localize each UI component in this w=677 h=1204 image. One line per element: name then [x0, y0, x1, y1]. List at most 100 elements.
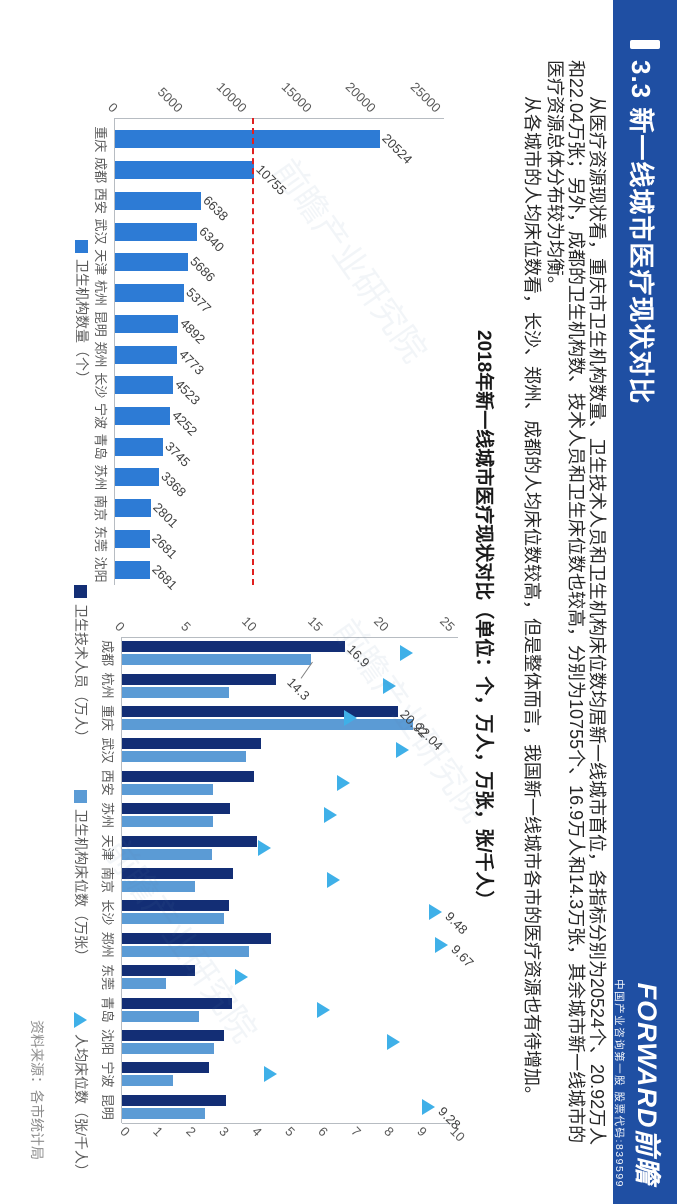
chart1-y-tick-label: 5000: [154, 84, 186, 116]
chart1-value-label: 10755: [253, 161, 290, 198]
chart2-bar-beds: [122, 848, 212, 860]
chart2-city-label: 青岛: [100, 996, 115, 1023]
brand-tagline: 中国产业咨询第一股 股票代码:839599: [613, 979, 625, 1188]
body-paragraph-1: 从医疗资源现状看，重庆市卫生机构数量、卫生技术人员和卫生机构床位数均居新一线城市…: [545, 60, 607, 1146]
legend-swatch-beds: [74, 790, 88, 803]
chart1-city-label: 南京: [93, 495, 108, 522]
source-note: 资料来源：各市统计局: [29, 1020, 45, 1160]
figure-title: 2018年新一线城市医疗现状对比（单位：个，万人，万张，张/千人）: [473, 330, 494, 910]
body-paragraph-2: 从各城市的人均床位数看，长沙、郑州、成都的人均床位数较高，但是整体而言，我国新一…: [522, 96, 542, 1104]
chart1-value-label: 4252: [169, 407, 201, 439]
chart2-triangle: [317, 1001, 331, 1018]
chart2-bar-beds: [122, 945, 249, 957]
chart1-y-tick-label: 0: [105, 99, 121, 116]
chart2-left-axis-line: [122, 637, 458, 638]
chart1-bar: [115, 499, 152, 518]
chart1-value-label: 2681: [148, 530, 180, 562]
chart2-right-tick-label: 2: [183, 1123, 199, 1140]
chart2-right-tick-label: 1: [150, 1123, 166, 1140]
chart1-bar: [115, 161, 254, 180]
chart2-bar-staff: [122, 1030, 224, 1041]
chart1-y-tick-label: 25000: [407, 79, 444, 116]
chart2-right-tick-label: 3: [216, 1123, 232, 1140]
chart1-bar: [115, 560, 150, 579]
chart2-bar-staff: [122, 835, 257, 847]
chart1-value-label: 20524: [379, 131, 416, 168]
chart1-city-label: 青岛: [93, 433, 108, 460]
chart2-bar-staff: [122, 900, 229, 912]
chart2-right-tick-label: 9: [414, 1123, 430, 1140]
chart2-bar-staff: [122, 770, 254, 782]
chart2-bar-beds: [122, 1107, 206, 1119]
chart2-triangle: [399, 645, 413, 662]
chart2-city-label: 郑州: [100, 931, 115, 958]
chart2-bar-beds: [122, 719, 413, 730]
chart1-bar: [115, 130, 381, 149]
chart1-city-label: 昆明: [93, 310, 108, 337]
chart2-bar-staff: [122, 965, 195, 977]
brand-logo: FORWARD前瞻 中国产业咨询第一股 股票代码:839599: [612, 979, 669, 1188]
chart2-right-tick-label: 7: [348, 1123, 364, 1140]
chart2-city-label: 西安: [100, 769, 115, 796]
chart2-bar-staff: [122, 1062, 210, 1074]
chart2-bar-beds: [122, 816, 214, 828]
chart2-city-label: 南京: [100, 866, 115, 893]
chart2-bar-staff: [122, 932, 272, 944]
chart1-value-label: 3745: [162, 438, 194, 470]
chart1-value-label: 2801: [150, 499, 182, 531]
chart2-triangle: [396, 742, 410, 759]
chart2-bar-staff: [122, 803, 231, 815]
chart2-triangle: [257, 839, 271, 856]
chart1-y-tick-label: 15000: [278, 79, 315, 116]
chart1-bar: [115, 468, 159, 487]
chart1-value-label: 6638: [199, 192, 232, 224]
header-band: 3.3 新一线城市医疗现状对比 FORWARD前瞻 中国产业咨询第一股 股票代码…: [613, 0, 677, 1204]
chart2-city-label: 苏州: [100, 802, 115, 829]
legend-institutions: 卫生机构数量（个）: [72, 240, 92, 385]
chart2-triangle: [337, 774, 351, 791]
chart1-city-label: 长沙: [93, 372, 108, 399]
brand-wordmark: FORWARD前瞻: [632, 982, 662, 1185]
chart2-left-tick-label: 10: [238, 613, 260, 635]
legend-label-staff: 卫生技术人员（万人）: [73, 604, 89, 744]
chart2-triangle: [327, 872, 341, 888]
chart2-value-label: 16.9: [344, 641, 373, 671]
chart2-triangle: [435, 936, 449, 953]
chart1-value-label: 4892: [177, 315, 209, 347]
chart2-triangle: [428, 904, 442, 921]
chart1-bar: [115, 345, 177, 364]
chart2-left-tick-label: 5: [178, 618, 194, 635]
chart2-city-label: 武汉: [100, 737, 115, 764]
chart2-city-label: 沈阳: [100, 1028, 115, 1055]
chart1-y-tick-label: 20000: [343, 79, 380, 116]
chart1-value-label: 4773: [175, 346, 207, 378]
chart2-bar-beds: [122, 751, 247, 763]
chart2-bar-beds: [122, 783, 214, 795]
chart2-bar-staff: [122, 706, 399, 717]
chart2-left-tick-label: 15: [304, 613, 326, 635]
chart2-bar-staff: [122, 868, 233, 879]
chart2-triangle: [264, 1066, 278, 1083]
chart2-value-label: 14.3: [283, 674, 313, 704]
chart2-right-axis-line: [122, 1123, 458, 1124]
chart1-bar: [115, 314, 179, 333]
chart1-bar: [115, 253, 189, 272]
page-title: 3.3 新一线城市医疗现状对比: [626, 60, 656, 405]
chart2-bar-beds: [122, 1075, 174, 1087]
chart1-city-label: 东莞: [93, 525, 108, 552]
chart2-right-tick-label: 6: [315, 1123, 331, 1140]
chart1-bar: [115, 529, 150, 548]
chart2-bar-beds: [122, 978, 166, 990]
chart2-bar-beds: [122, 654, 311, 666]
chart2-triangle: [386, 1034, 400, 1050]
chart1-y-tick-label: 10000: [213, 79, 251, 116]
chart2-right-tick-label: 8: [381, 1123, 397, 1140]
chart2-triangle: [383, 677, 397, 694]
chart2-city-label: 天津: [100, 834, 115, 861]
chart2-bar-staff: [122, 641, 346, 653]
chart1-city-label: 苏州: [93, 464, 108, 491]
chart1-value-label: 3368: [157, 469, 189, 501]
chart2-city-label: 杭州: [100, 672, 115, 699]
chart1-bar: [115, 437, 164, 456]
